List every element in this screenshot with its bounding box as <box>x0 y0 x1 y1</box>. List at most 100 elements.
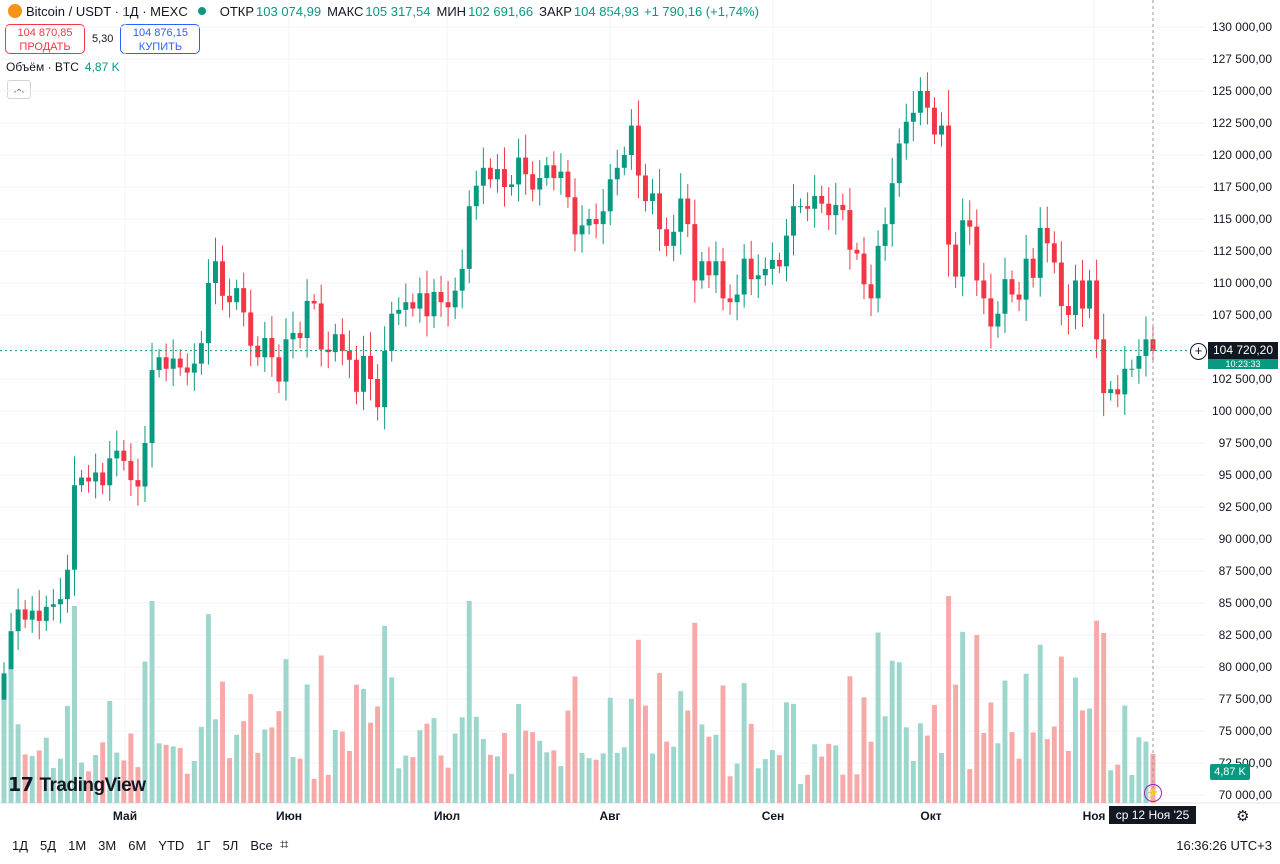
symbol-title[interactable]: Bitcoin / USDT · 1Д · MEXC <box>26 3 188 19</box>
chevron-up-icon[interactable]: ︿ <box>7 80 31 99</box>
candle-body <box>946 125 952 245</box>
volume-bar <box>72 606 77 803</box>
volume-bar <box>389 677 395 803</box>
volume-bar <box>1051 726 1057 803</box>
candle-body <box>234 288 240 303</box>
price-tick-label: 115 000,00 <box>1213 212 1272 226</box>
sell-button[interactable]: 104 870,85 ПРОДАТЬ <box>5 24 85 54</box>
range-1y[interactable]: 1Г <box>196 837 211 853</box>
candle-body <box>72 485 77 570</box>
market-status-icon[interactable] <box>197 7 206 15</box>
candle-body <box>396 309 402 314</box>
volume-bar <box>417 730 423 803</box>
candle-body <box>861 253 867 285</box>
candle-body <box>939 125 944 135</box>
range-6m[interactable]: 6М <box>128 837 147 853</box>
volume-bar <box>755 768 761 803</box>
price-tick-label: 117 500,00 <box>1213 180 1272 194</box>
volume-bar <box>706 736 712 803</box>
volume-bar <box>57 758 63 803</box>
candle-body <box>114 450 120 459</box>
candle-body <box>974 226 980 281</box>
candle-body <box>163 357 169 369</box>
volume-bar <box>981 733 987 803</box>
buy-button[interactable]: 104 876,15 КУПИТЬ <box>120 24 201 54</box>
range-1d[interactable]: 1Д <box>12 837 29 853</box>
volume-bar <box>1072 677 1078 803</box>
volume-bar <box>269 727 275 803</box>
volume-bar <box>128 733 134 803</box>
range-ytd[interactable]: YTD <box>158 837 185 853</box>
candle-body <box>1143 339 1149 356</box>
candle-body <box>269 338 275 358</box>
candle-body <box>480 167 486 186</box>
candle-body <box>1051 243 1057 263</box>
candle-body <box>523 157 529 175</box>
candle-body <box>79 477 85 486</box>
date-range-icon[interactable]: ⌗ <box>280 836 289 853</box>
volume-bar <box>480 739 486 803</box>
volume-bar <box>798 784 804 803</box>
volume-bar <box>382 625 388 803</box>
candle-body <box>593 219 599 225</box>
tradingview-logo[interactable]: 𝟭𝟳 TradingView <box>8 774 146 797</box>
volume-bar <box>875 632 881 803</box>
volume-bar <box>530 732 536 803</box>
price-tick-label: 75 000,00 <box>1219 724 1273 738</box>
candle-body <box>191 363 197 373</box>
volume-bar <box>988 702 994 803</box>
candle-body <box>487 167 493 180</box>
volume-bar <box>466 601 472 803</box>
candle-body <box>678 198 684 232</box>
candle-body <box>332 334 338 353</box>
tradingview-text: TradingView <box>39 774 146 796</box>
close-label: ЗАКР <box>539 3 572 19</box>
volume-bar <box>86 771 92 803</box>
candle-body <box>572 197 578 235</box>
candle-body <box>248 312 254 346</box>
candle-body <box>628 125 634 155</box>
volume-bar <box>558 766 564 803</box>
volume-bar <box>220 681 225 803</box>
candle-body <box>621 155 627 168</box>
trade-buttons: 104 870,85 ПРОДАТЬ 5,30 104 876,15 КУПИТ… <box>5 24 201 54</box>
clock[interactable]: 16:36:26 UTC+3 <box>1176 838 1272 853</box>
range-5d[interactable]: 5Д <box>40 837 57 853</box>
candle-body <box>706 261 712 276</box>
volume-bar <box>1101 633 1107 803</box>
price-tick-label: 100 000,00 <box>1212 404 1272 418</box>
volume-legend[interactable]: Объём · BTC 4,87 K <box>6 60 120 74</box>
time-tick-label: Май <box>113 809 137 823</box>
volume-bar <box>64 705 70 803</box>
volume-bar <box>8 669 14 803</box>
candle-body <box>93 472 99 482</box>
volume-bar <box>840 774 846 803</box>
candle-body <box>960 220 966 277</box>
candle-body <box>720 261 726 299</box>
range-5y[interactable]: 5Л <box>222 837 239 853</box>
volume-bar <box>459 717 465 803</box>
candle-body <box>903 121 909 144</box>
volume-bar <box>932 705 937 803</box>
crosshair-date: ср 12 Ноя '25 <box>1109 806 1196 824</box>
range-3m[interactable]: 3М <box>98 837 117 853</box>
volume-bar <box>29 756 35 803</box>
candle-body <box>198 343 204 364</box>
open-label: ОТКР <box>219 3 255 19</box>
range-1m[interactable]: 1М <box>68 837 87 853</box>
candle-body <box>177 358 183 368</box>
candle-body <box>1 673 7 706</box>
volume-bar <box>544 752 550 803</box>
gear-icon[interactable]: ⚙ <box>1236 808 1250 825</box>
range-all[interactable]: Все <box>250 837 273 853</box>
volume-bar <box>628 698 634 803</box>
volume-bar <box>953 684 959 803</box>
volume-bar <box>1044 739 1050 803</box>
volume-bar <box>614 752 620 803</box>
lightning-icon[interactable]: ⚡ <box>1144 784 1162 802</box>
candle-body <box>1030 258 1036 278</box>
add-alert-icon[interactable]: + <box>1190 343 1207 360</box>
volume-bar <box>974 635 980 803</box>
candle-body <box>769 259 775 269</box>
